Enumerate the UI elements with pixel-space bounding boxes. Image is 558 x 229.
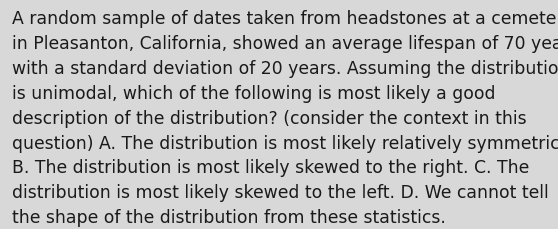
Text: the shape of the distribution from these statistics.: the shape of the distribution from these… [12,208,446,226]
Text: distribution is most likely skewed to the left. D. We cannot tell: distribution is most likely skewed to th… [12,183,549,201]
Text: question) A. The distribution is most likely relatively symmetric.: question) A. The distribution is most li… [12,134,558,152]
Text: A random sample of dates taken from headstones at a cemetery: A random sample of dates taken from head… [12,10,558,28]
Text: in Pleasanton, California, showed an average lifespan of 70 years: in Pleasanton, California, showed an ave… [12,35,558,53]
Text: is unimodal, which of the following is most likely a good: is unimodal, which of the following is m… [12,85,496,102]
Text: B. The distribution is most likely skewed to the right. C. The: B. The distribution is most likely skewe… [12,159,530,177]
Text: description of the distribution? (consider the context in this: description of the distribution? (consid… [12,109,527,127]
Text: with a standard deviation of 20 years. Assuming the distribution: with a standard deviation of 20 years. A… [12,60,558,78]
